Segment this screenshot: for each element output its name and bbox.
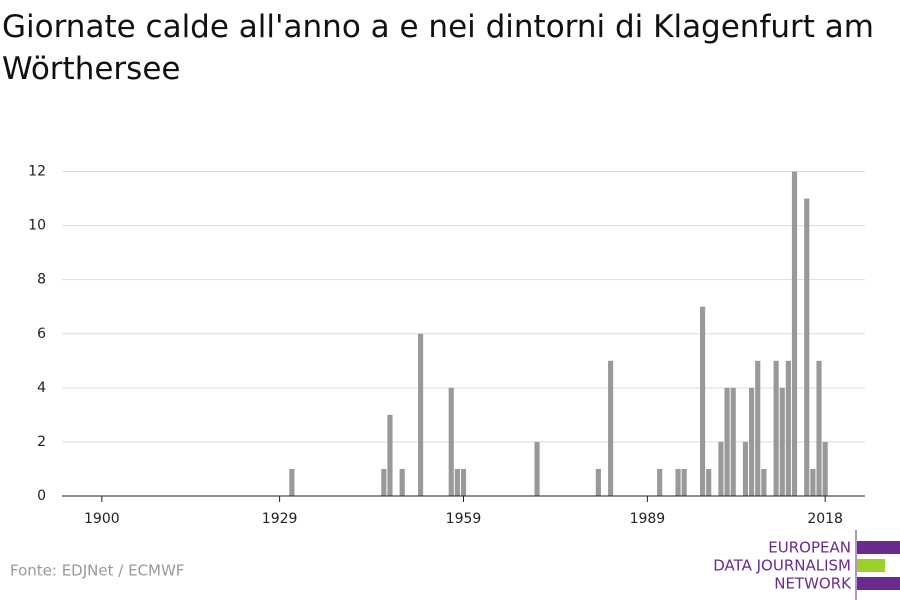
bar	[804, 198, 810, 496]
bar	[742, 441, 749, 496]
logo-bar	[857, 559, 885, 572]
chart-title: Giornate calde all'anno a e nei dintorni…	[2, 9, 874, 87]
bar	[454, 468, 460, 496]
bar	[718, 441, 724, 496]
bar	[460, 468, 467, 496]
bar	[816, 360, 822, 496]
y-tick-label: 12	[28, 164, 46, 180]
bar	[608, 360, 614, 496]
bar	[761, 468, 767, 496]
bar	[595, 468, 601, 496]
bar	[755, 360, 761, 496]
logo-text: DATA JOURNALISM	[713, 557, 851, 575]
y-tick-label: 6	[37, 326, 46, 342]
x-tick-label: 1959	[446, 511, 482, 527]
bar	[791, 171, 798, 496]
bar	[657, 468, 663, 496]
bar	[730, 387, 736, 496]
x-tick-label: 1989	[630, 511, 666, 527]
x-tick-label: 2018	[807, 511, 843, 527]
bar	[534, 441, 540, 496]
bar	[699, 306, 706, 496]
bar	[810, 468, 816, 496]
bar	[779, 387, 785, 496]
bar	[675, 468, 681, 496]
logo-text: NETWORK	[774, 575, 852, 593]
source: Fonte: EDJNet / ECMWF	[10, 562, 184, 580]
x-tick-label: 1900	[84, 511, 120, 527]
bar	[749, 387, 755, 496]
bar	[773, 360, 779, 496]
y-tick-label: 2	[37, 434, 46, 450]
bar	[418, 333, 424, 496]
logo-text: EUROPEAN	[768, 539, 851, 557]
bar	[381, 468, 387, 496]
logo-bar	[857, 541, 900, 554]
y-tick-label: 8	[37, 272, 46, 288]
bar	[681, 468, 687, 496]
bar	[399, 468, 405, 496]
y-tick-label: 4	[37, 380, 46, 396]
bar	[448, 387, 454, 496]
bar	[387, 414, 393, 496]
x-tick-label: 1929	[262, 511, 298, 527]
bar	[289, 468, 295, 496]
bar	[785, 360, 791, 496]
y-tick-label: 10	[28, 218, 46, 234]
bar	[724, 387, 730, 496]
bar	[822, 441, 828, 496]
bar	[706, 468, 712, 496]
logo-bar	[857, 577, 900, 590]
y-tick-label: 0	[37, 488, 46, 504]
